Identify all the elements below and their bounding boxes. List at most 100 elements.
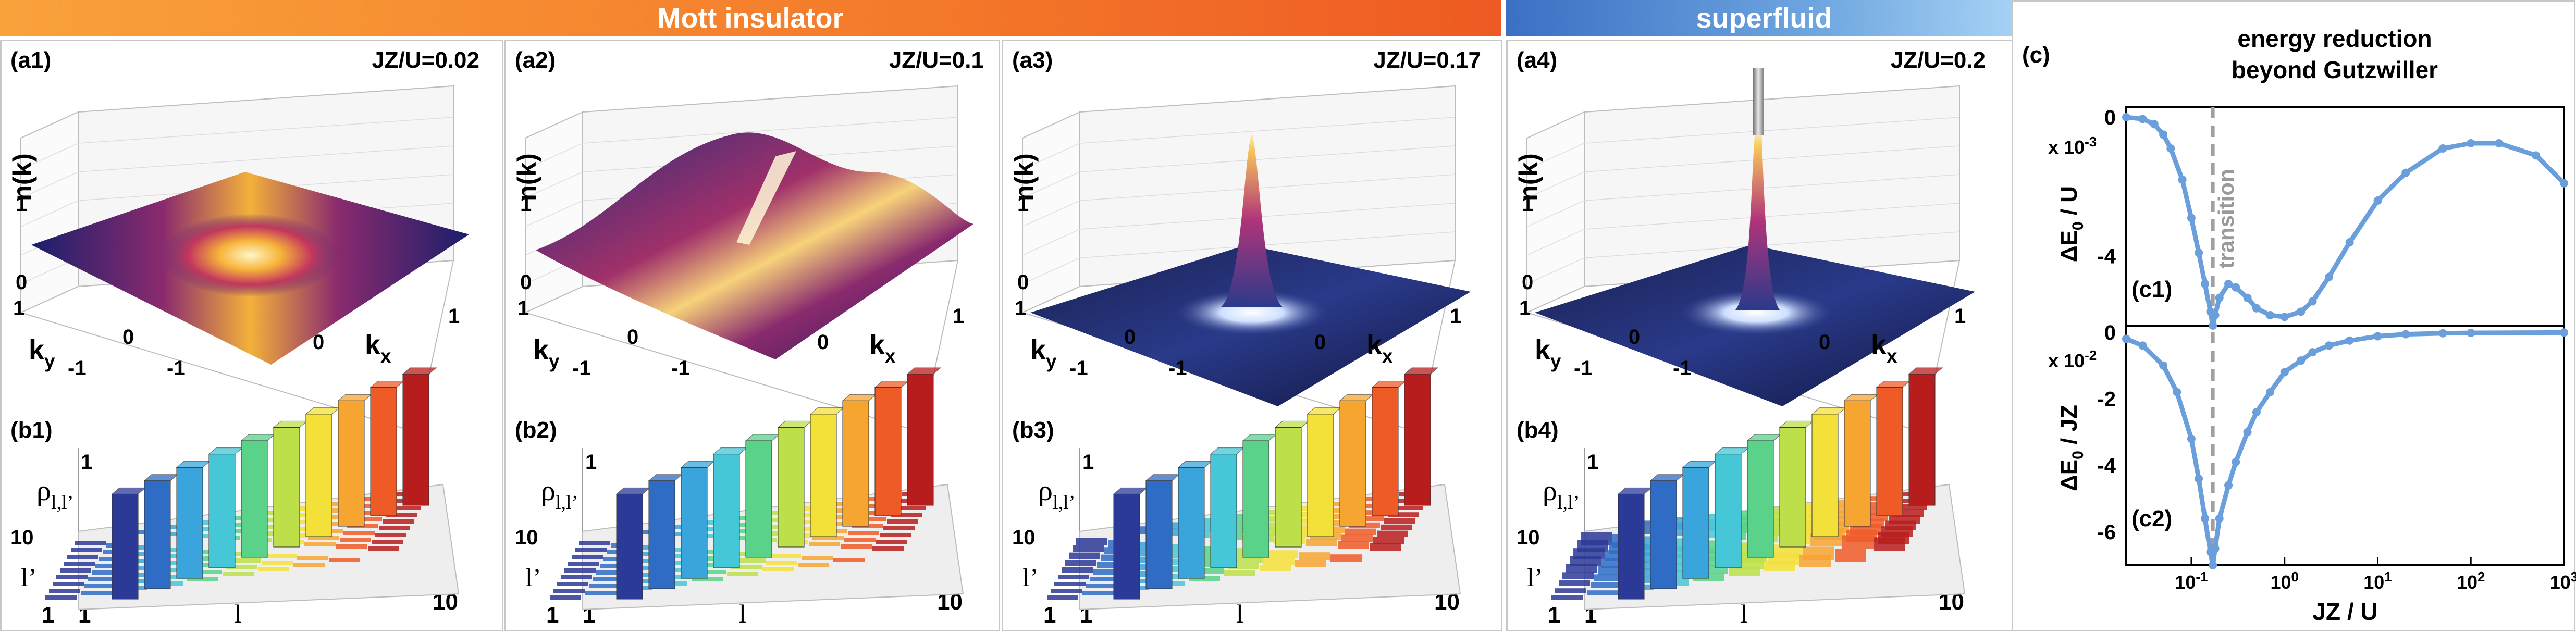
bar-offdiag [1082, 591, 1114, 595]
bar-offdiag [187, 577, 218, 581]
xtick-label: 101 [2363, 569, 2392, 593]
surface-glow [1678, 289, 1834, 336]
kx-tick-label: 0 [313, 331, 324, 354]
panel-id-label: (a2) [515, 47, 556, 73]
bar-offdiag [1559, 580, 1590, 586]
bar-diag [810, 414, 837, 537]
bar-offdiag [319, 515, 350, 519]
c1-series-line-point [2438, 144, 2447, 153]
grid-line [1022, 257, 1080, 284]
kx-tick-label: 1 [1450, 305, 1461, 328]
ky-tick-label: -1 [1069, 357, 1088, 380]
c1-series-line-point [2187, 214, 2196, 222]
c2-series-line-point [2297, 356, 2306, 365]
bar-offdiag [297, 556, 328, 560]
bar-offdiag [71, 548, 102, 552]
kx-axis-label: kx [1366, 329, 1393, 367]
bar-diag-top [305, 407, 340, 415]
surface-peak-top [1753, 68, 1764, 135]
superfluid-label: superfluid [1696, 3, 1832, 34]
bar-offdiag [60, 568, 91, 573]
bar-offdiag [564, 568, 596, 573]
param-label: JZ/U=0.2 [1891, 47, 1986, 73]
bar-offdiag [724, 516, 756, 520]
bar-offdiag [230, 558, 261, 563]
bar-diag [402, 374, 429, 506]
bar-offdiag [600, 564, 631, 568]
ztick-label: 0 [1522, 271, 1533, 294]
bar-diag [1242, 440, 1269, 558]
c2-series-line-point [2345, 336, 2354, 345]
bar-offdiag [792, 513, 823, 517]
c1-series-line-point [2280, 313, 2289, 321]
c2-series-line-point [2243, 428, 2252, 437]
bar-diag-top [1403, 367, 1439, 375]
c2-series-line-point [2560, 328, 2568, 337]
mott-insulator-label: Mott insulator [657, 3, 844, 34]
c2-series-line-point [2195, 474, 2203, 483]
bar-diag [681, 467, 708, 579]
c1-series-line-point [2138, 115, 2147, 123]
c1-series-line-point [2243, 293, 2252, 302]
ztick-label: 0 [16, 271, 27, 294]
bar-diag [370, 387, 397, 516]
param-label: JZ/U=0.17 [1373, 47, 1481, 73]
transition-label: transition [2214, 169, 2238, 268]
bar-offdiag [802, 556, 833, 560]
bar-diag-top [1811, 407, 1846, 415]
bar-diag [1275, 427, 1302, 548]
xtick-label: 100 [2270, 569, 2299, 593]
grid-line [1584, 203, 1960, 230]
c1-series-line-point [2209, 321, 2217, 330]
grid-line [1584, 145, 1960, 172]
ky-axis-label: ky [1030, 334, 1057, 372]
bar-offdiag [1373, 537, 1404, 544]
bar-offdiag [223, 572, 254, 576]
c2-frame [2125, 325, 2565, 566]
bar-offdiag [81, 591, 112, 595]
bar-diag [1178, 467, 1205, 579]
bar-diag-top [1746, 434, 1782, 441]
grid-line [1079, 117, 1456, 144]
bar-offdiag [1566, 564, 1597, 573]
c2-series-line-point [2187, 434, 2196, 443]
bar-offdiag [1587, 590, 1618, 595]
back-wall-left [1526, 111, 1585, 314]
bar-offdiag [1594, 574, 1625, 581]
c2-series-line-point [2122, 334, 2130, 343]
kx-tick-label: 1 [1954, 305, 1966, 328]
surface-highlight [736, 151, 796, 245]
bar-offdiag [159, 568, 190, 572]
c1-series-line-point [2401, 168, 2410, 177]
kx-tick-label: -1 [167, 357, 186, 380]
bar-offdiag [1321, 514, 1352, 519]
c1-series-line-point [2308, 297, 2317, 306]
bar-offdiag [848, 531, 879, 535]
bar-offdiag [45, 595, 77, 600]
bar-diag-top [745, 434, 780, 441]
bar-offdiag [734, 558, 766, 563]
bar-diag [1145, 480, 1173, 589]
bar-diag-top [143, 474, 179, 481]
c2-series-line-point [2224, 481, 2233, 490]
c1-series-line-point [2297, 307, 2306, 316]
c1-series-line-point [2224, 280, 2233, 288]
bar-diag-top [615, 487, 651, 494]
zaxis-label: n(k) [1009, 153, 1039, 201]
bar-offdiag [354, 511, 386, 515]
zaxis-label: n(k) [1514, 153, 1543, 201]
bar-offdiag [127, 566, 158, 570]
bar-offdiag [1097, 562, 1128, 568]
panel-id-label: (b1) [10, 417, 53, 443]
ky-tick-label: 0 [1629, 326, 1640, 349]
bar-diag-top [680, 461, 716, 468]
zaxis-label: n(k) [8, 153, 37, 201]
bar-offdiag [1370, 543, 1401, 551]
c2-series-line-point [2232, 457, 2240, 466]
bar-offdiag [92, 570, 123, 575]
bar-diag-top [1649, 474, 1685, 481]
